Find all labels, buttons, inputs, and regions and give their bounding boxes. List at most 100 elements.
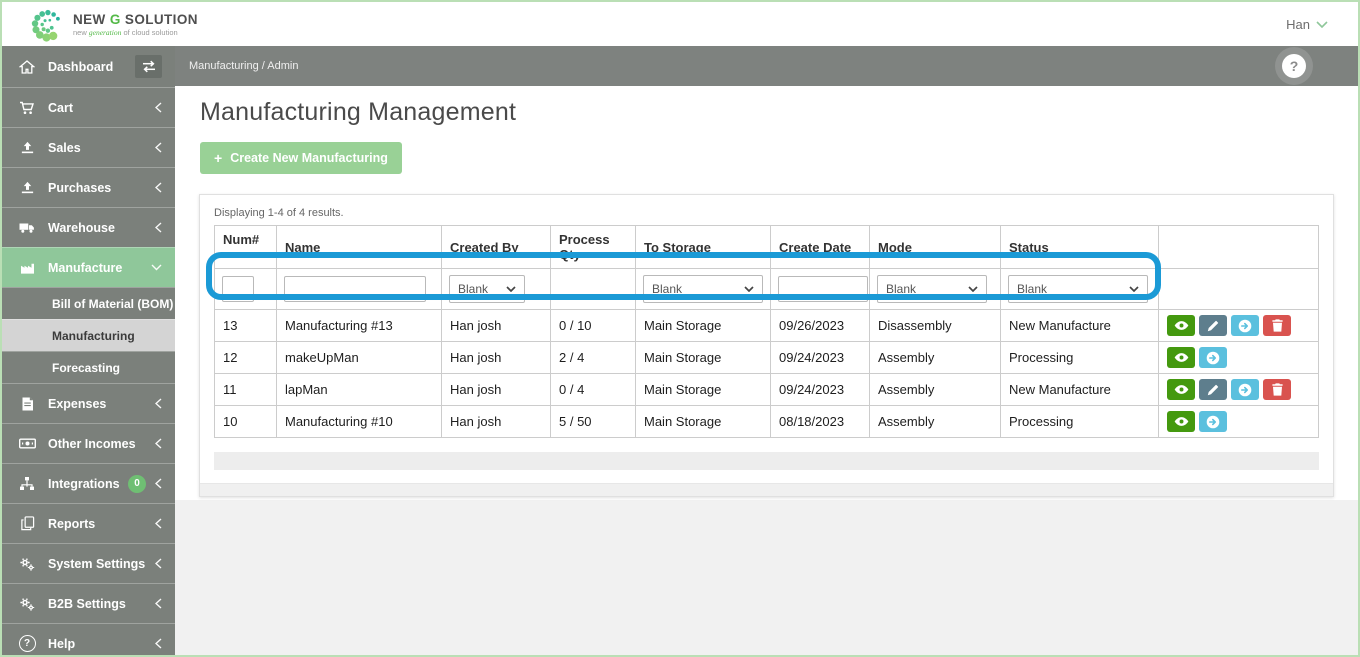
sidebar-item-label: Expenses [48, 396, 107, 411]
sidebar-item-label: Cart [48, 100, 74, 115]
column-header-mode[interactable]: Mode [869, 225, 1001, 269]
sidebar-item-warehouse[interactable]: Warehouse [2, 207, 175, 247]
upload-icon [17, 141, 37, 155]
sidebar-item-dashboard[interactable]: Dashboard [2, 46, 175, 87]
sidebar-item-label: Manufacture [48, 260, 123, 275]
brand-word-g: G [109, 11, 121, 27]
eye-icon [1174, 321, 1188, 330]
sidebar-item-label: Other Incomes [48, 436, 136, 451]
chevron-left-icon [155, 558, 162, 569]
brand-word-new: NEW [73, 11, 106, 27]
chevron-left-icon [155, 518, 162, 529]
sidebar-item-cart[interactable]: Cart [2, 87, 175, 127]
sidebar-item-reports[interactable]: Reports [2, 503, 175, 543]
user-menu[interactable]: Han [1286, 17, 1328, 32]
cell-to-storage: Main Storage [635, 309, 771, 342]
cell-status: Processing [1000, 341, 1159, 374]
column-header-to-storage[interactable]: To Storage [635, 225, 771, 269]
chevron-down-icon [506, 286, 516, 292]
create-new-manufacturing-button[interactable]: Create New Manufacturing [200, 142, 402, 174]
sidebar-subitem-manufacturing[interactable]: Manufacturing [2, 319, 175, 351]
cell-name: Manufacturing #10 [276, 405, 442, 438]
sidebar-subitem-bom[interactable]: Bill of Material (BOM) [2, 287, 175, 319]
process-button[interactable] [1231, 315, 1259, 336]
delete-button[interactable] [1263, 315, 1291, 336]
copy-icon [17, 516, 37, 531]
process-button[interactable] [1231, 379, 1259, 400]
sidebar-item-label: Warehouse [48, 220, 115, 235]
view-button[interactable] [1167, 411, 1195, 432]
filter-name-input[interactable] [284, 276, 426, 302]
column-header-created-by[interactable]: Created By [441, 225, 551, 269]
table-header-row: Num# Name Created By Process Qty To Stor… [214, 225, 1319, 269]
cell-status: Processing [1000, 405, 1159, 438]
sidebar-item-system-settings[interactable]: System Settings [2, 543, 175, 583]
truck-icon [17, 221, 37, 234]
chevron-down-icon [1129, 286, 1139, 292]
factory-icon [17, 261, 37, 274]
filter-created-by-select[interactable]: Blank [449, 275, 525, 303]
cell-process-qty: 2 / 4 [550, 341, 636, 374]
cell-process-qty: 0 / 4 [550, 373, 636, 406]
sitemap-icon [17, 476, 37, 491]
sidebar-subitem-forecasting[interactable]: Forecasting [2, 351, 175, 383]
page-bottom-area [175, 500, 1358, 655]
cell-status: New Manufacture [1000, 309, 1159, 342]
table-row: 13 Manufacturing #13 Han josh 0 / 10 Mai… [214, 309, 1319, 342]
column-header-status[interactable]: Status [1000, 225, 1159, 269]
sidebar-item-expenses[interactable]: Expenses [2, 383, 175, 423]
sidebar-item-other-incomes[interactable]: Other Incomes [2, 423, 175, 463]
sidebar-item-purchases[interactable]: Purchases [2, 167, 175, 207]
delete-button[interactable] [1263, 379, 1291, 400]
sort-desc-icon [228, 253, 234, 259]
filter-create-date-input[interactable] [778, 276, 868, 302]
sidebar-item-b2b-settings[interactable]: B2B Settings [2, 583, 175, 623]
user-name: Han [1286, 16, 1310, 32]
filter-row: Blank Blank Blank Blank [214, 268, 1319, 310]
view-button[interactable] [1167, 379, 1195, 400]
sidebar-item-help[interactable]: Help [2, 623, 175, 655]
edit-button[interactable] [1199, 315, 1227, 336]
column-header-name[interactable]: Name [276, 225, 442, 269]
chevron-left-icon [155, 182, 162, 193]
sidebar-item-manufacture[interactable]: Manufacture [2, 247, 175, 287]
edit-button[interactable] [1199, 379, 1227, 400]
table-row: 12 makeUpMan Han josh 2 / 4 Main Storage… [214, 341, 1319, 374]
help-icon[interactable] [1282, 54, 1306, 78]
cell-created-by: Han josh [441, 309, 551, 342]
filter-num-input[interactable] [222, 276, 254, 302]
cell-num: 11 [214, 373, 277, 406]
chevron-down-icon [151, 264, 162, 271]
column-header-actions [1158, 225, 1319, 269]
column-header-create-date[interactable]: Create Date [770, 225, 870, 269]
sidebar: Dashboard Cart Sales [2, 46, 175, 655]
column-header-num[interactable]: Num# [214, 225, 277, 269]
gears-icon [17, 596, 37, 611]
cell-mode: Assembly [869, 341, 1001, 374]
collapse-sidebar-button[interactable] [135, 55, 162, 78]
filter-status-select[interactable]: Blank [1008, 275, 1148, 303]
view-button[interactable] [1167, 347, 1195, 368]
sidebar-item-label: Help [48, 636, 76, 651]
view-button[interactable] [1167, 315, 1195, 336]
filter-mode-select[interactable]: Blank [877, 275, 987, 303]
sidebar-subitem-label: Bill of Material (BOM) [52, 296, 174, 311]
cell-to-storage: Main Storage [635, 405, 771, 438]
sidebar-item-integrations[interactable]: Integrations 0 [2, 463, 175, 503]
manufacturing-table: Num# Name Created By Process Qty To Stor… [214, 225, 1319, 438]
process-button[interactable] [1199, 347, 1227, 368]
chevron-down-icon [1316, 20, 1328, 28]
cell-status: New Manufacture [1000, 373, 1159, 406]
column-header-process-qty[interactable]: Process Qty [550, 225, 636, 269]
pager-bar [214, 452, 1319, 470]
cell-process-qty: 0 / 10 [550, 309, 636, 342]
arrow-circle-icon [1238, 319, 1252, 332]
filter-to-storage-select[interactable]: Blank [643, 275, 763, 303]
gears-icon [17, 556, 37, 571]
tagline-new: new [73, 27, 87, 37]
pencil-icon [1207, 384, 1219, 395]
sidebar-item-sales[interactable]: Sales [2, 127, 175, 167]
process-button[interactable] [1199, 411, 1227, 432]
cell-name: makeUpMan [276, 341, 442, 374]
chevron-left-icon [155, 638, 162, 649]
